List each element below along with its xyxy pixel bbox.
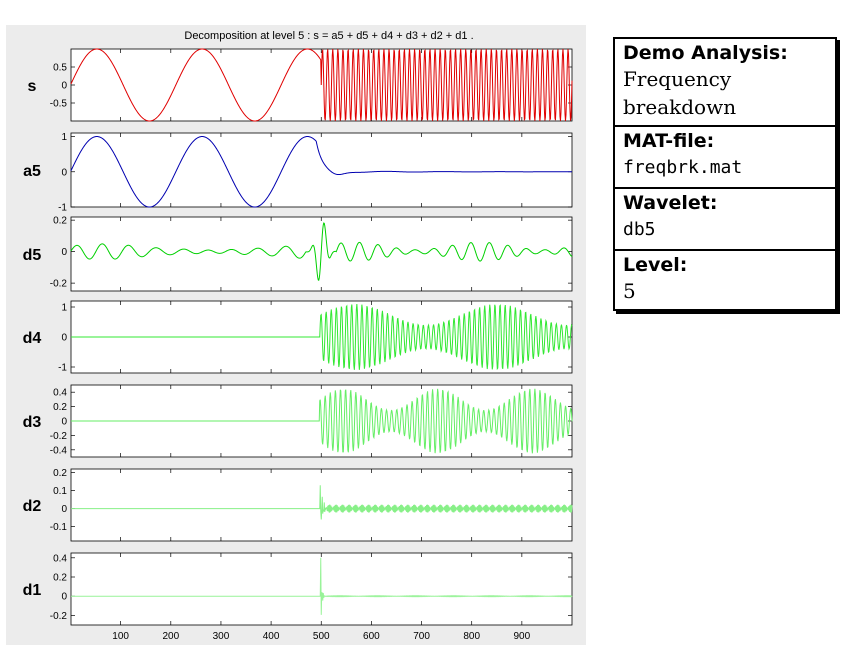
ytick-label-a5: 1 — [61, 132, 67, 143]
ytick-label-d4: 0 — [61, 333, 67, 344]
xtick-label: 600 — [363, 631, 380, 642]
ytick-label-s: -0.5 — [50, 99, 68, 110]
xtick-label: 500 — [313, 631, 330, 642]
x-axis: 100 200 300 400 500 600 700 800 900 — [112, 631, 530, 642]
ytick-label-d1: 0 — [61, 592, 67, 603]
subplot-a5: a5 1 0 -1 — [23, 132, 573, 214]
ytick-label-d3: 0.4 — [53, 388, 67, 399]
ytick-label-d1: 0.4 — [53, 553, 67, 564]
ytick-label-d2: -0.1 — [50, 522, 68, 533]
ytick-label-d4: 1 — [61, 303, 67, 314]
subplot-d3: d3 0.4 0.2 0 -0.2 -0.4 — [23, 384, 573, 458]
ytick-label-d3: -0.2 — [50, 431, 68, 442]
info-panel: Demo Analysis: Frequency breakdown MAT-f… — [613, 37, 837, 311]
subplot-panels: s 0.5 0 -0.5 a5 1 0 -1 d5 0.2 0 -0.2 d4 1 0 -1 d3 0.4 0.2 0… — [23, 48, 573, 626]
wavelet-value: db5 — [623, 219, 656, 240]
xtick-label: 200 — [162, 631, 179, 642]
series-label-d5: d5 — [23, 247, 42, 264]
ytick-label-d3: 0.2 — [53, 402, 67, 413]
xtick-label: 900 — [514, 631, 531, 642]
ytick-label-d5: 0.2 — [53, 216, 67, 227]
ytick-label-d4: -1 — [58, 363, 67, 374]
ytick-label-a5: 0 — [61, 167, 67, 178]
series-label-d4: d4 — [23, 330, 42, 347]
series-label-d2: d2 — [23, 498, 42, 515]
series-label-s: s — [28, 78, 37, 95]
level-label: Level: — [623, 254, 688, 276]
ytick-label-d5: -0.2 — [50, 279, 68, 290]
series-line-s — [70, 48, 573, 122]
series-line-d3 — [71, 388, 573, 454]
series-line-d4 — [71, 303, 573, 371]
series-line-d2 — [71, 485, 573, 520]
subplot-d5: d5 0.2 0 -0.2 — [23, 216, 573, 292]
ytick-label-d1: 0.2 — [53, 573, 67, 584]
matfile-label: MAT-file: — [623, 130, 715, 152]
level-section: Level: 5 — [615, 251, 835, 309]
xtick-label: 300 — [213, 631, 230, 642]
series-line-d5 — [70, 222, 573, 282]
figure-title: Decomposition at level 5 : s = a5 + d5 +… — [184, 30, 473, 42]
ytick-label-a5: -1 — [58, 203, 67, 214]
subplot-d1: d1 0.4 0.2 0 -0.2 — [23, 552, 573, 626]
analysis-section: Demo Analysis: Frequency breakdown — [615, 39, 835, 127]
xtick-label: 100 — [112, 631, 129, 642]
ytick-label-d2: 0 — [61, 504, 67, 515]
ytick-label-d3: 0 — [61, 417, 67, 428]
series-label-d3: d3 — [23, 414, 42, 431]
wavelet-label: Wavelet: — [623, 192, 718, 214]
series-label-a5: a5 — [23, 163, 41, 180]
xtick-label: 400 — [263, 631, 280, 642]
series-line-a5 — [70, 136, 572, 208]
analysis-label: Demo Analysis: — [623, 42, 788, 64]
ytick-label-s: 0 — [61, 81, 67, 92]
ytick-label-d2: 0.1 — [53, 486, 67, 497]
ytick-label-d2: 0.2 — [53, 468, 67, 479]
ytick-label-d3: -0.4 — [50, 445, 68, 456]
xtick-label: 700 — [413, 631, 430, 642]
ytick-label-d5: 0 — [61, 247, 67, 258]
level-value: 5 — [623, 279, 636, 303]
ytick-label-s: 0.5 — [53, 63, 67, 74]
series-label-d1: d1 — [23, 582, 42, 599]
series-line-d1 — [71, 557, 573, 615]
axes-box-a5 — [70, 132, 573, 208]
ytick-label-d1: -0.2 — [50, 611, 68, 622]
subplot-s: s 0.5 0 -0.5 — [28, 48, 573, 122]
subplot-d4: d4 1 0 -1 — [23, 300, 573, 374]
analysis-value: Frequency breakdown — [623, 67, 737, 119]
xtick-label: 800 — [463, 631, 480, 642]
matfile-value: freqbrk.mat — [623, 157, 743, 178]
matfile-section: MAT-file: freqbrk.mat — [615, 127, 835, 189]
subplot-d2: d2 0.2 0.1 0 -0.1 — [23, 468, 573, 542]
wavelet-section: Wavelet: db5 — [615, 189, 835, 251]
